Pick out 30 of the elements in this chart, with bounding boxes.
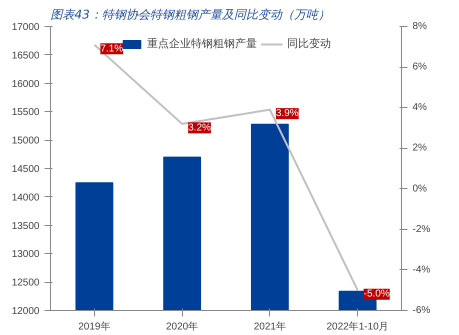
y2-tick-label: -6% bbox=[412, 305, 430, 316]
y-tick-label: 16000 bbox=[12, 78, 40, 90]
y2-tick-label: -2% bbox=[412, 224, 430, 235]
legend-label: 重点企业特钢粗钢产量 bbox=[147, 36, 257, 51]
y-tick-label: 14000 bbox=[12, 192, 40, 204]
chart-title: 图表43：特钢协会特钢粗钢产量及同比变动（万吨） bbox=[50, 8, 330, 22]
legend-label: 同比变动 bbox=[287, 36, 331, 51]
data-label: 3.2% bbox=[188, 122, 212, 134]
y-tick-label: 13000 bbox=[12, 249, 40, 260]
y-tick-label: 17000 bbox=[12, 22, 40, 33]
data-label: -5.0% bbox=[364, 288, 390, 300]
y-tick-label: 15000 bbox=[12, 136, 40, 147]
y2-tick-label: 2% bbox=[412, 142, 428, 154]
y-tick-label: 12000 bbox=[12, 306, 40, 317]
x-tick-label: 2020年 bbox=[166, 320, 198, 332]
data-label: 3.9% bbox=[276, 108, 299, 120]
y-tick-label: 14500 bbox=[12, 164, 40, 175]
data-label: 7.1% bbox=[100, 43, 124, 54]
y-tick-label: 12500 bbox=[12, 278, 40, 289]
y2-tick-label: -4% bbox=[412, 264, 430, 276]
y2-tick-label: 8% bbox=[412, 21, 428, 32]
y2-tick-label: 0% bbox=[412, 183, 428, 194]
y-tick-label: 16500 bbox=[12, 50, 40, 62]
y-tick-label: 13500 bbox=[12, 220, 40, 232]
x-tick-label: 2019年 bbox=[78, 320, 110, 332]
y-tick-label: 15500 bbox=[12, 107, 40, 118]
x-tick-label: 2022年1-10月 bbox=[326, 320, 389, 332]
y2-tick-label: 6% bbox=[412, 62, 428, 73]
y2-tick-label: 4% bbox=[412, 102, 428, 114]
x-tick-label: 2021年 bbox=[254, 320, 286, 332]
